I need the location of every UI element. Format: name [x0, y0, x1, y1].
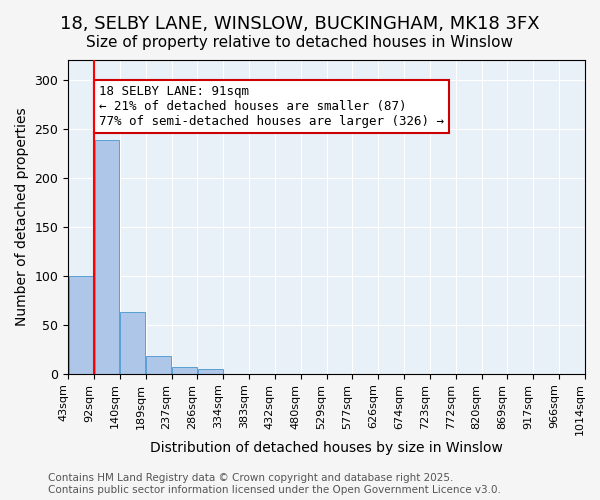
Bar: [198, 369, 223, 374]
Y-axis label: Number of detached properties: Number of detached properties: [15, 108, 29, 326]
Bar: [146, 356, 171, 374]
Bar: [95, 140, 119, 374]
Text: Contains HM Land Registry data © Crown copyright and database right 2025.
Contai: Contains HM Land Registry data © Crown c…: [48, 474, 501, 495]
X-axis label: Distribution of detached houses by size in Winslow: Distribution of detached houses by size …: [150, 441, 503, 455]
Bar: [121, 312, 145, 374]
Bar: [69, 276, 94, 374]
Text: 18, SELBY LANE, WINSLOW, BUCKINGHAM, MK18 3FX: 18, SELBY LANE, WINSLOW, BUCKINGHAM, MK1…: [60, 15, 540, 33]
Text: 18 SELBY LANE: 91sqm
← 21% of detached houses are smaller (87)
77% of semi-detac: 18 SELBY LANE: 91sqm ← 21% of detached h…: [99, 85, 444, 128]
Text: Size of property relative to detached houses in Winslow: Size of property relative to detached ho…: [86, 35, 514, 50]
Bar: [172, 367, 197, 374]
